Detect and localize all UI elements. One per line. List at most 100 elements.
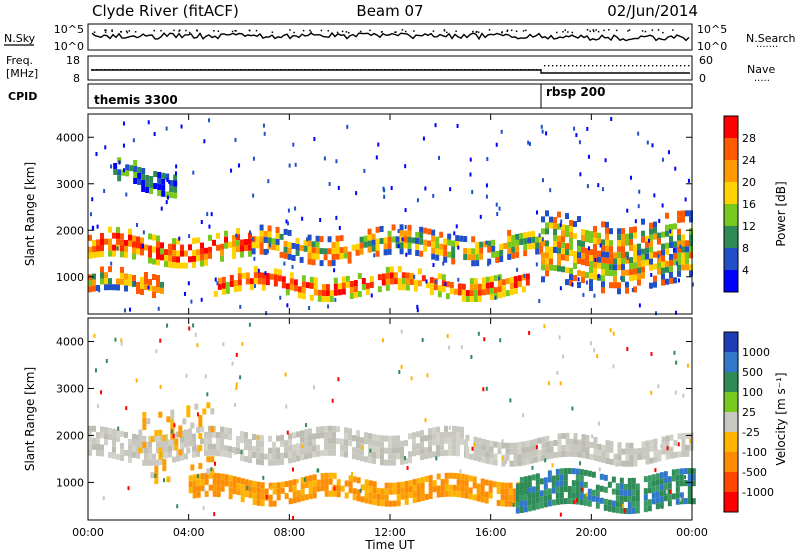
power-cell [236,246,240,253]
power-scatter [235,233,238,238]
velocity-cell [312,439,316,446]
velocity-cell [116,435,120,442]
power-cell [259,242,264,249]
velocity-scatter [562,354,565,359]
power-cell [657,256,661,263]
power-cell [100,232,104,239]
power-cell [453,288,458,295]
velocity-cell [500,500,505,507]
power-cell [137,166,142,173]
power-cell [495,250,500,257]
power-cell [208,252,212,259]
power-scatter [444,282,447,287]
velocity-cell [100,444,104,451]
nsearch-dot [395,31,397,33]
power-cell [629,275,633,282]
power-colorbar-swatch [724,182,738,205]
velocity-cell [545,447,550,454]
velocity-cell [545,441,550,448]
velocity-cell [236,477,241,484]
velocity-cell [452,472,457,479]
velocity-cell [508,488,513,495]
velocity-cell [480,496,485,503]
velocity-cell [527,493,532,500]
velocity-scatter [206,392,209,397]
velocity-cell [172,456,176,463]
power-cell [173,174,178,181]
power-cell [461,295,466,302]
velocity-scatter [573,500,576,505]
velocity-cell [156,441,160,448]
velocity-cell [649,457,654,464]
velocity-cell [551,481,556,488]
power-cell [689,234,693,241]
power-cell [601,281,605,288]
power-cell [573,257,577,264]
power-cell [517,275,522,282]
velocity-scatter [241,341,244,346]
velocity-cell [232,447,236,454]
velocity-scatter [163,478,166,483]
power-cell [581,277,585,284]
velocity-cell [324,472,329,479]
power-cell [475,248,480,255]
velocity-cell [194,403,199,410]
power-cell [481,289,486,296]
velocity-cell [288,451,292,458]
nsearch-dot [562,31,564,33]
velocity-scatter [446,334,449,339]
velocity-cell [436,444,440,451]
power-cell [673,259,677,266]
velocity-cell [647,475,652,482]
power-cell [152,246,156,253]
nave-dot [164,69,166,71]
velocity-scatter [292,515,295,520]
power-scatter [319,217,322,222]
power-cell [605,239,609,246]
power-cell [669,277,673,284]
velocity-cell [204,437,208,444]
power-scatter [91,225,94,230]
power-cell [116,284,120,291]
velocity-cell [372,434,376,441]
freq-trace [91,65,690,74]
power-scatter [147,285,150,290]
power-cell [409,278,414,285]
power-cell [377,274,382,281]
velocity-cell [625,442,630,449]
nsearch-dot [271,31,274,33]
nsearch-dot [111,30,113,32]
velocity-cell [593,436,598,443]
velocity-cell [440,485,445,492]
velocity-cell [372,487,377,494]
velocity-cell [364,432,368,439]
velocity-cell [539,478,544,485]
velocity-scatter [170,418,173,423]
velocity-cell [396,453,400,460]
power-scatter [110,164,113,169]
power-cell [237,267,242,274]
nave-dot [252,69,254,71]
velocity-cell [472,482,477,489]
velocity-cell [691,480,696,487]
velocity-scatter [470,354,473,359]
power-cell [435,254,440,261]
velocity-scatter [381,338,384,343]
power-scatter [203,139,206,144]
power-cell [677,234,681,241]
velocity-cell [276,482,281,489]
velocity-cell [400,493,405,500]
power-cell [423,227,428,234]
velocity-cell [316,485,321,492]
power-cell [148,233,152,240]
velocity-cell [583,499,588,506]
velocity-cell [312,480,317,487]
velocity-cell [661,436,666,443]
velocity-cell [252,445,256,452]
power-cell [645,241,649,248]
velocity-cell [96,450,100,457]
power-cell [403,236,408,243]
power-scatter [200,297,203,302]
power-cell [637,279,641,286]
velocity-cell [681,450,686,457]
